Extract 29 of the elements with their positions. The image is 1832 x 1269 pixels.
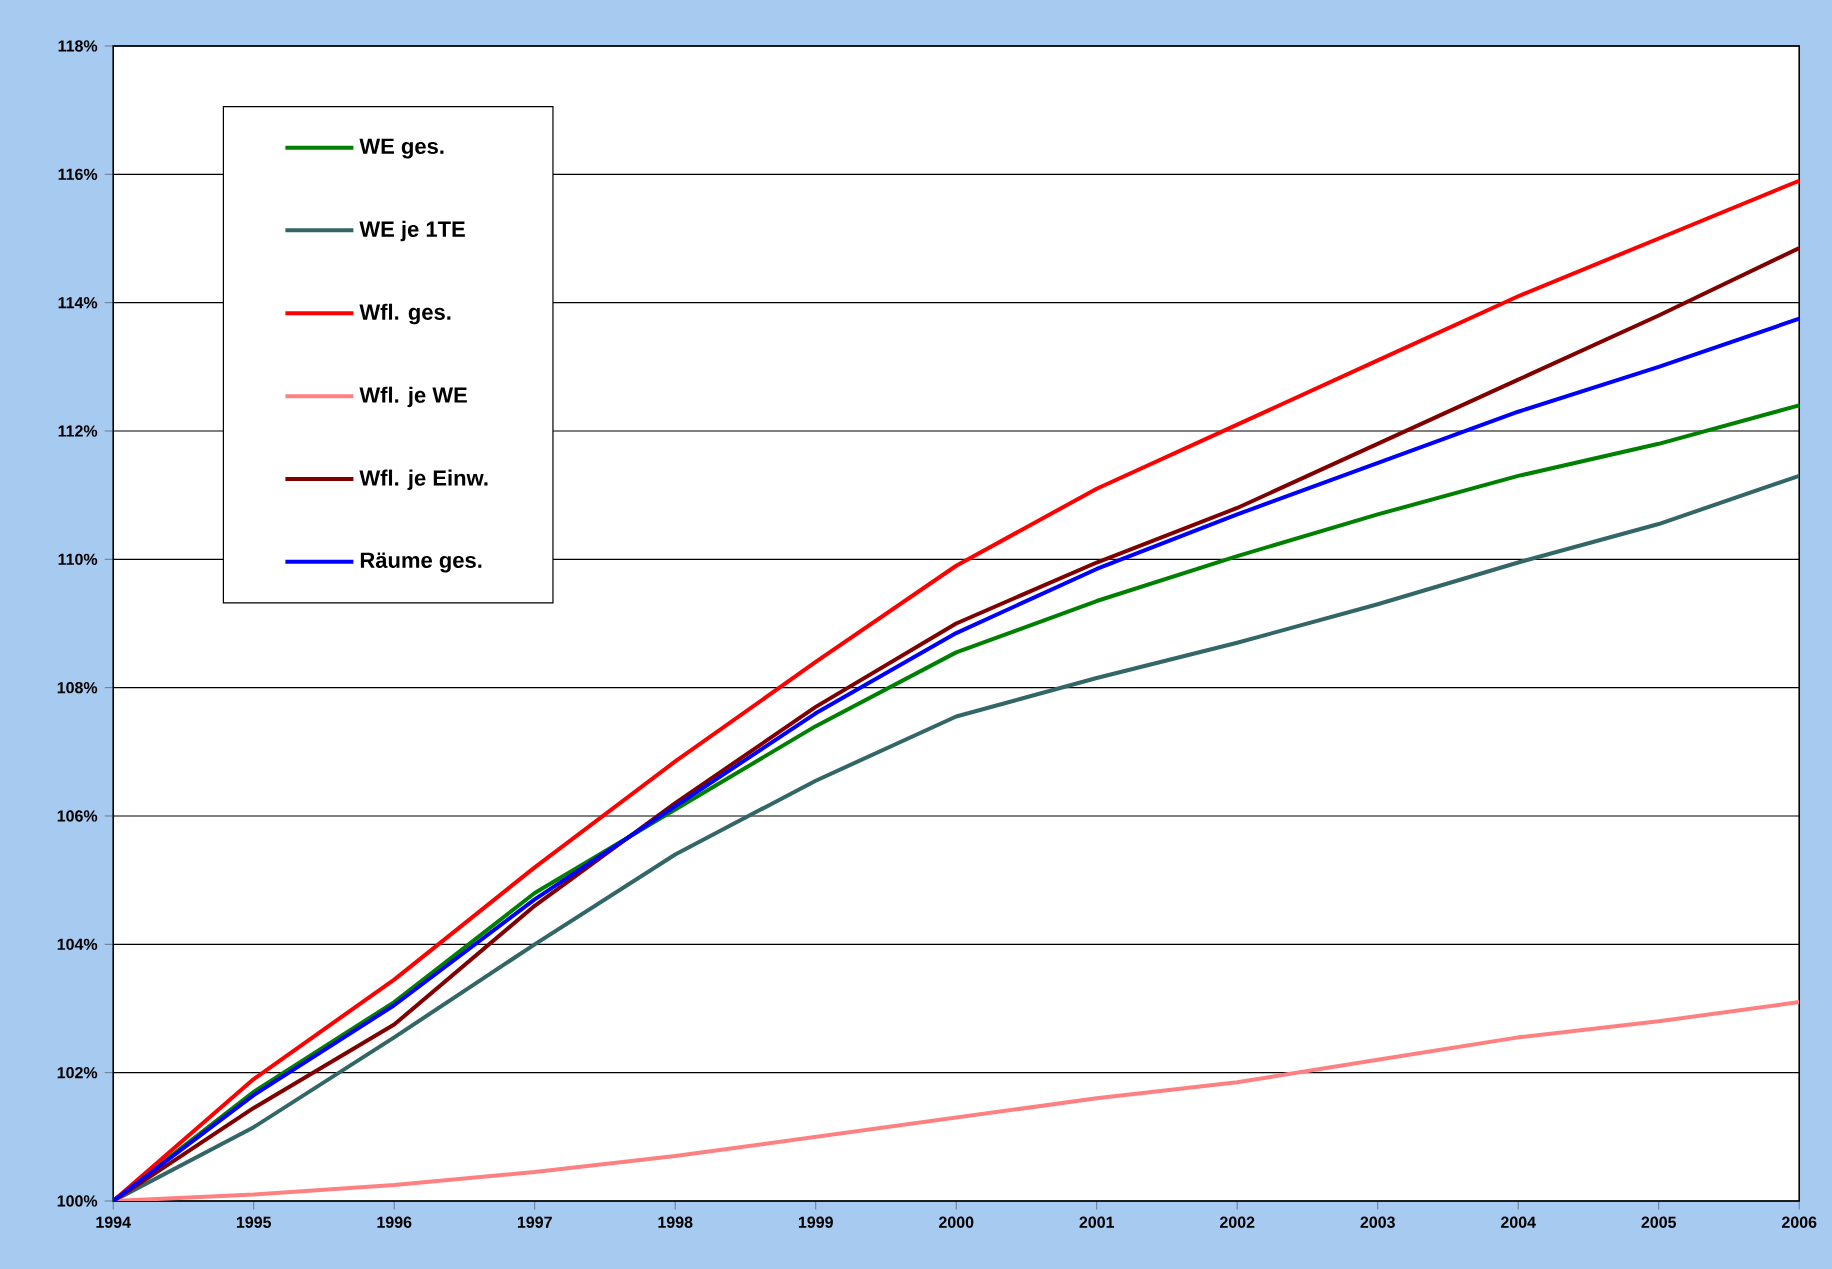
x-tick-label: 1996 — [377, 1216, 412, 1228]
y-tick-label: 100% — [57, 1195, 98, 1207]
legend-label: Wfl. je WE — [359, 386, 467, 408]
legend-label: Wfl. je Einw. — [359, 469, 488, 491]
y-tick-label: 114% — [58, 297, 98, 309]
x-tick-label: 2001 — [1079, 1216, 1115, 1228]
y-tick-label: 110% — [58, 553, 98, 565]
y-tick-label: 102% — [57, 1066, 98, 1079]
x-tick-label: 2005 — [1641, 1216, 1677, 1228]
x-tick-label: 2004 — [1500, 1216, 1536, 1228]
y-tick-label: 104% — [57, 938, 98, 950]
x-tick-label: 2002 — [1219, 1216, 1255, 1228]
y-tick-label: 106% — [57, 810, 98, 822]
x-tick-label: 2003 — [1360, 1216, 1395, 1228]
y-tick-label: 108% — [57, 681, 98, 694]
legend-label: WE je 1TE — [359, 220, 465, 242]
x-tick-label: 1994 — [96, 1216, 131, 1228]
legend-label: WE ges. — [359, 138, 444, 159]
y-tick-label: 116% — [58, 168, 98, 180]
legend-label: Räume ges. — [360, 552, 482, 573]
x-tick-label: 1999 — [798, 1216, 833, 1228]
x-tick-label: 2006 — [1781, 1216, 1817, 1228]
x-tick-label: 1995 — [236, 1216, 272, 1228]
x-tick-label: 1997 — [517, 1216, 552, 1228]
legend-label: Wfl. ges. — [359, 303, 451, 325]
x-tick-label: 2000 — [938, 1216, 974, 1228]
y-tick-label: 112% — [58, 425, 98, 437]
y-tick-label: 118% — [58, 40, 98, 52]
x-tick-label: 1998 — [658, 1216, 693, 1228]
